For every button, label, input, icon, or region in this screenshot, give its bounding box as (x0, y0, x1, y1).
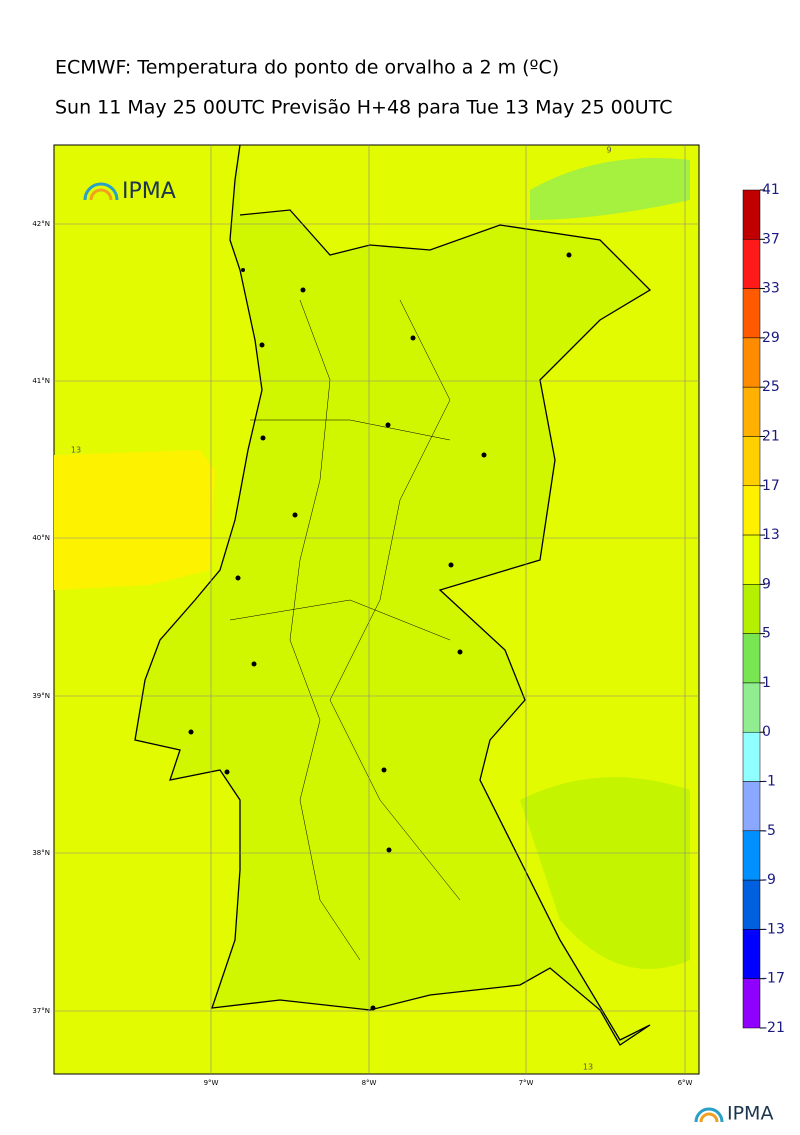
colorbar-segment (742, 929, 761, 979)
colorbar-segment (742, 239, 761, 289)
footer-logo: IPMA (694, 1103, 773, 1125)
contour-label: 13 (583, 1063, 593, 1072)
colorbar-label: 29 (762, 330, 780, 346)
colorbar-label: 25 (762, 379, 780, 395)
colorbar-segment (742, 337, 761, 388)
coastline (134, 144, 652, 1046)
cities (188, 252, 572, 1011)
colorbar-segment (742, 781, 761, 832)
lat-label: 41°N (32, 377, 50, 385)
subtitle: Sun 11 May 25 00UTC Previsão H+48 para T… (55, 97, 672, 119)
map-logo: IPMA (83, 179, 176, 204)
colorbar-label: -21 (762, 1020, 785, 1036)
title: ECMWF: Temperatura do ponto de orvalho a… (55, 57, 559, 79)
colorbar-segment (742, 584, 761, 634)
colorbar-segment (742, 288, 761, 339)
colorbar-label: -1 (762, 774, 776, 790)
colorbar-label: -9 (762, 872, 776, 888)
cool-patch (520, 777, 690, 969)
lat-label: 38°N (32, 849, 50, 857)
colorbar-label: 41 (762, 182, 780, 198)
colorbar-label: 5 (762, 626, 771, 642)
footer-logo-text: IPMA (727, 1103, 773, 1125)
lon-label: 8°W (362, 1079, 377, 1087)
colorbar: 41 37 33 29 25 21 17 13 9 5 1 0 -1 -5 -9 -13 -17 -21 (742, 182, 785, 1036)
colorbar-label: 9 (762, 576, 771, 592)
colorbar-label: -17 (762, 971, 785, 987)
colorbar-segment (742, 189, 761, 240)
colorbar-label: 13 (762, 527, 780, 543)
lon-label: 6°W (678, 1079, 693, 1087)
colorbar-segment (742, 534, 761, 585)
contour-label: 9 (606, 146, 611, 155)
cool-patch (530, 158, 690, 220)
colorbar-segment (742, 485, 761, 536)
logo-text: IPMA (122, 179, 176, 204)
colorbar-segment (742, 386, 761, 437)
colorbar-segment (742, 731, 761, 782)
colorbar-label: -13 (762, 921, 785, 937)
colorbar-segment (742, 436, 761, 487)
colorbar-label: -5 (762, 823, 776, 839)
colorbar-segment (742, 978, 761, 1029)
map: 42°N41°N40°N39°N38°N37°N9°W 8°W 7°W 6°W 13 … (32, 144, 700, 1087)
colorbar-label: 1 (762, 675, 771, 691)
lat-label: 39°N (32, 692, 50, 700)
lat-label: 42°N (32, 220, 50, 228)
colorbar-label: 0 (762, 724, 771, 740)
lat-label: 40°N (32, 534, 50, 542)
lon-label: 7°W (519, 1079, 534, 1087)
district-borders (229, 299, 461, 961)
lat-label: 37°N (32, 1007, 50, 1015)
warm-patch (54, 450, 215, 590)
colorbar-label: 21 (762, 428, 780, 444)
colorbar-label: 33 (762, 281, 780, 297)
colorbar-segment (742, 830, 761, 881)
lon-label: 9°W (204, 1079, 219, 1087)
colorbar-segment (742, 682, 761, 733)
colorbar-segment (742, 879, 761, 930)
colorbar-label: 37 (762, 231, 780, 247)
colorbar-segment (742, 633, 761, 684)
colorbar-label: 17 (762, 478, 780, 494)
contour-label: 13 (71, 446, 81, 455)
